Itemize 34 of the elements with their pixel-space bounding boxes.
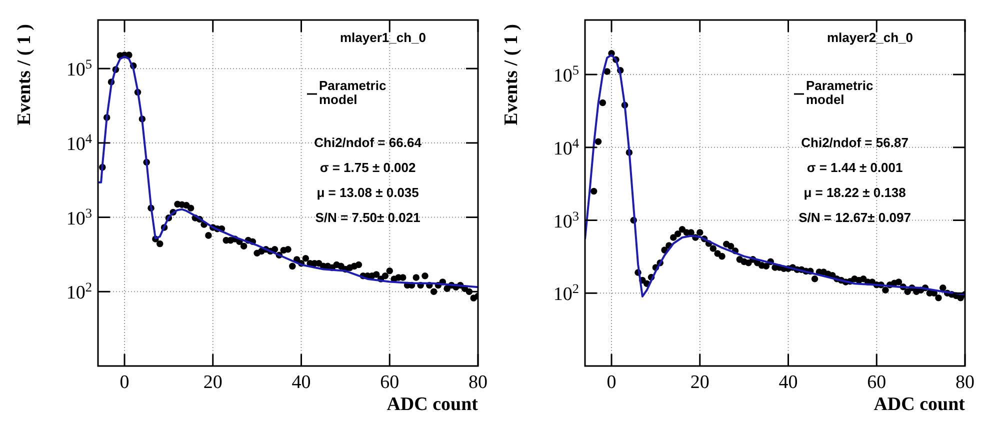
text: Parametric model [806,78,874,107]
x-tick-label: 0 [606,372,616,393]
annotation: S/N = 12.67± 0.097 [798,210,911,225]
text: mlayer1_ch_0 [340,30,426,45]
text: Parametric model [319,78,386,107]
x-tick-label: 20 [203,372,222,393]
y-tick-label: 10$^{5}$ [553,62,580,87]
annotation: Chi2/ndof = 56.87 [801,135,908,150]
annotation: μ = 18.22 ± 0.138 [804,185,906,200]
x-tick-label: 80 [468,372,488,393]
y-tick-label: 10$^{2}$ [553,280,579,306]
annotation: μ = 13.08 ± 0.035 [316,185,419,200]
y-axis-title: Events / ( 1 ) [14,24,35,126]
y-tick-label: 10$^{3}$ [553,208,580,232]
x-axis-title: ADC count [874,394,966,415]
y-tick-label: 10$^{3}$ [66,204,92,230]
annotation: Chi2/ndof = 66.64 [314,135,422,150]
x-tick-label: 40 [778,372,798,393]
y-tick-label: 10$^{4}$ [553,134,580,160]
x-tick-label: 60 [867,372,886,393]
y-tick-label: 10$^{5}$ [66,56,92,81]
y-tick-label: 10$^{2}$ [66,279,92,304]
annotation: σ = 1.75 ± 0.002 [320,160,416,175]
annotation: σ = 1.44 ± 0.001 [806,160,903,175]
text: mlayer2_ch_0 [826,30,914,45]
x-tick-label: 80 [956,372,974,393]
x-axis-title: ADC count [386,394,479,415]
x-tick-label: 0 [120,372,130,393]
x-tick-label: 40 [292,372,311,393]
y-axis-title: Events / ( 1 ) [501,24,522,126]
y-tick-label: 10$^{4}$ [66,130,92,155]
annotation: S/N = 7.50± 0.021 [315,210,420,225]
x-tick-label: 20 [690,372,710,393]
x-tick-label: 60 [380,372,400,393]
